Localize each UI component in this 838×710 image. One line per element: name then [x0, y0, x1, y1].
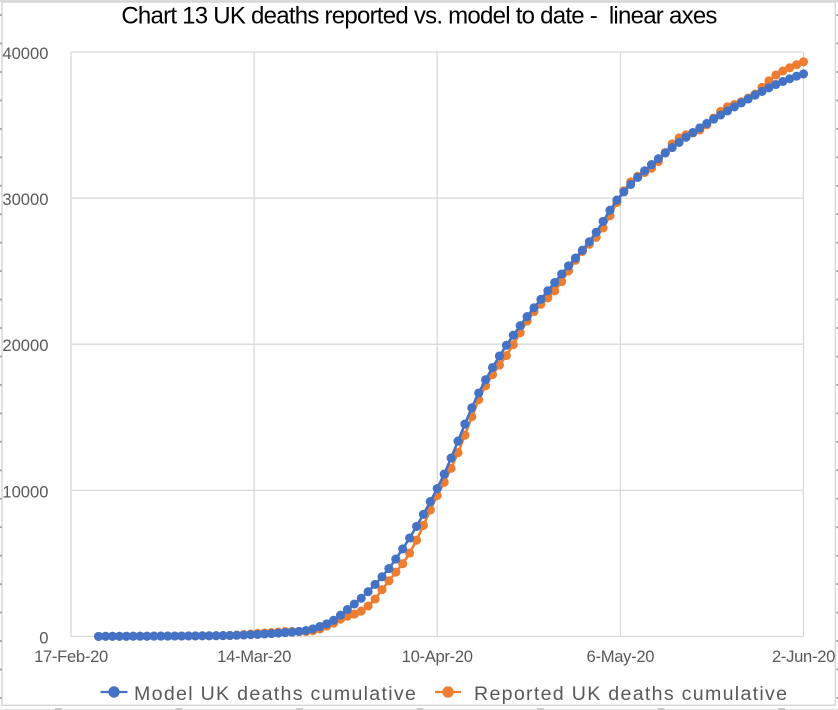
svg-text:14-Mar-20: 14-Mar-20: [217, 647, 291, 666]
svg-text:6-May-20: 6-May-20: [587, 647, 655, 666]
svg-text:10000: 10000: [2, 482, 48, 501]
svg-text:Reported UK deaths cumulative: Reported UK deaths cumulative: [474, 683, 788, 705]
svg-text:Chart 13 UK deaths reported vs: Chart 13 UK deaths reported vs. model to…: [121, 3, 717, 30]
svg-text:2-Jun-20: 2-Jun-20: [772, 647, 835, 666]
svg-text:Model UK deaths cumulative: Model UK deaths cumulative: [134, 683, 417, 705]
svg-text:10-Apr-20: 10-Apr-20: [402, 647, 473, 666]
svg-text:17-Feb-20: 17-Feb-20: [34, 647, 108, 666]
svg-text:0: 0: [39, 628, 48, 647]
svg-text:30000: 30000: [2, 190, 48, 209]
svg-text:20000: 20000: [2, 336, 48, 355]
svg-text:40000: 40000: [2, 44, 48, 63]
